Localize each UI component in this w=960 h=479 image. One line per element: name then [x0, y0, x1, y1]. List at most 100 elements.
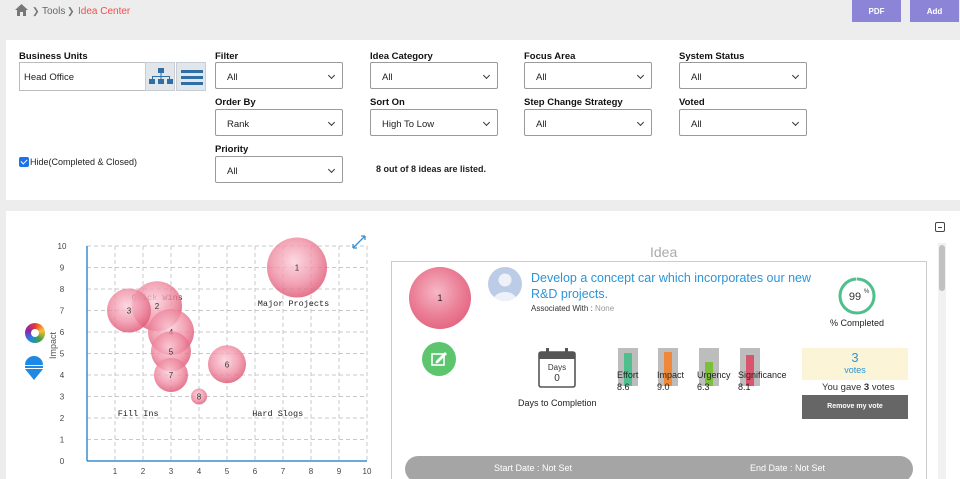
focus-area-value: All — [536, 72, 547, 83]
filter-panel: Business Units Head Office Filter All Id… — [6, 40, 960, 200]
bubble-label: 5 — [169, 347, 174, 356]
avatar — [488, 267, 522, 301]
significance-meter-fill — [746, 355, 754, 386]
hide-completed-toggle[interactable]: Hide(Completed & Closed) — [19, 157, 137, 167]
votes-label: votes — [844, 365, 866, 375]
x-tick-label: 4 — [197, 467, 202, 476]
breadcrumb-idea-center[interactable]: Idea Center — [78, 6, 131, 17]
start-date: Start Date : Not Set — [494, 463, 573, 473]
bubble-point[interactable] — [208, 345, 246, 384]
org-chart-button[interactable] — [145, 62, 175, 91]
list-icon — [181, 70, 203, 85]
x-tick-label: 10 — [363, 467, 372, 476]
sort-on-select[interactable]: High To Low — [370, 109, 498, 136]
impact-metric: Impact 9.0 — [657, 369, 684, 393]
focus-area-label: Focus Area — [524, 51, 576, 62]
y-tick-label: 8 — [60, 285, 65, 294]
idea-card: 1 Develop a concept car which incorporat… — [391, 261, 927, 479]
impact-value: 9.0 — [657, 382, 670, 392]
ideas-listed-count: 8 out of 8 ideas are listed. — [376, 164, 487, 174]
end-date: End Date : Not Set — [750, 463, 826, 473]
edit-button[interactable] — [422, 342, 456, 376]
y-tick-label: 4 — [60, 371, 65, 380]
associated-value: None — [595, 304, 615, 313]
x-tick-label: 3 — [169, 467, 174, 476]
order-by-select[interactable]: Rank — [215, 109, 343, 136]
business-units-field[interactable]: Head Office — [19, 62, 146, 91]
impact-meter — [658, 348, 678, 386]
idea-section-title: Idea — [650, 244, 678, 260]
chevron-down-icon — [791, 71, 800, 80]
quadrant-label: Fill Ins — [118, 409, 159, 419]
effort-label: Effort — [617, 370, 639, 380]
impact-meter-fill — [664, 351, 672, 386]
priority-select[interactable]: All — [215, 156, 343, 183]
add-button[interactable]: Add — [910, 0, 959, 22]
voted-select[interactable]: All — [679, 109, 807, 136]
y-tick-label: 1 — [60, 436, 65, 445]
org-chart-icon — [149, 68, 173, 84]
idea-category-select[interactable]: All — [370, 62, 498, 89]
filter-select[interactable]: All — [215, 62, 343, 89]
y-tick-label: 6 — [60, 328, 65, 337]
urgency-metric: Urgency 6.3 — [697, 369, 731, 393]
bubble-point[interactable] — [267, 237, 327, 298]
progress-value: 99 — [849, 291, 861, 303]
hide-completed-checkbox[interactable] — [19, 157, 29, 167]
sort-down-icon[interactable] — [24, 352, 44, 380]
step-change-value: All — [536, 119, 547, 130]
bubble-point[interactable] — [154, 358, 188, 392]
collapse-icon[interactable] — [935, 222, 945, 232]
bubble-label: 1 — [295, 264, 300, 273]
effort-meter — [618, 348, 638, 386]
chevron-right-icon: ❯ — [32, 6, 40, 16]
x-tick-label: 7 — [281, 467, 286, 476]
user-icon — [493, 273, 517, 301]
days-to-completion-label: Days to Completion — [518, 398, 597, 408]
filter-value: All — [227, 72, 238, 83]
chevron-down-icon — [482, 118, 491, 127]
associated-with: Associated With : None — [531, 304, 614, 313]
step-change-select[interactable]: All — [524, 109, 652, 136]
pdf-button[interactable]: PDF — [852, 0, 901, 22]
scrollbar[interactable] — [938, 243, 946, 479]
list-view-button[interactable] — [176, 62, 206, 91]
top-bar: ❯ Tools ❯ Idea Center PDF Add — [0, 0, 960, 24]
priority-label: Priority — [215, 144, 249, 155]
focus-area-select[interactable]: All — [524, 62, 652, 89]
voted-value: All — [691, 119, 702, 130]
chevron-down-icon — [791, 118, 800, 127]
quadrant-label: Hard Slogs — [252, 409, 303, 419]
calendar-icon: Days 0 — [538, 348, 576, 388]
x-tick-label: 5 — [225, 467, 230, 476]
chevron-down-icon — [327, 71, 336, 80]
breadcrumb-tools[interactable]: Tools — [42, 6, 66, 17]
votes-count: 3 — [851, 350, 859, 365]
edit-icon — [431, 352, 447, 366]
bubble-point[interactable] — [191, 388, 207, 405]
expand-icon[interactable] — [352, 235, 366, 249]
progress-unit: % — [864, 289, 870, 295]
impact-label: Impact — [657, 370, 685, 380]
order-by-value: Rank — [227, 119, 250, 130]
significance-metric: Significance 8.1 — [738, 369, 787, 393]
chevron-down-icon — [636, 71, 645, 80]
bubble-point[interactable] — [107, 288, 151, 333]
home-icon[interactable] — [15, 4, 28, 16]
system-status-select[interactable]: All — [679, 62, 807, 89]
progress-ring: 99 % — [838, 277, 876, 315]
x-tick-label: 2 — [141, 467, 146, 476]
y-tick-label: 7 — [60, 307, 65, 316]
significance-meter — [740, 348, 760, 386]
bubble-label: 2 — [155, 302, 160, 311]
progress-label: % Completed — [830, 318, 885, 328]
sort-on-label: Sort On — [370, 97, 405, 108]
scrollbar-thumb[interactable] — [939, 245, 945, 291]
chevron-right-icon: ❯ — [67, 6, 75, 16]
idea-title-link[interactable]: Develop a concept car which incorporates… — [531, 271, 812, 301]
x-tick-label: 9 — [337, 467, 342, 476]
remove-vote-button[interactable]: Remove my vote — [802, 395, 908, 419]
color-wheel-icon[interactable] — [25, 323, 45, 343]
